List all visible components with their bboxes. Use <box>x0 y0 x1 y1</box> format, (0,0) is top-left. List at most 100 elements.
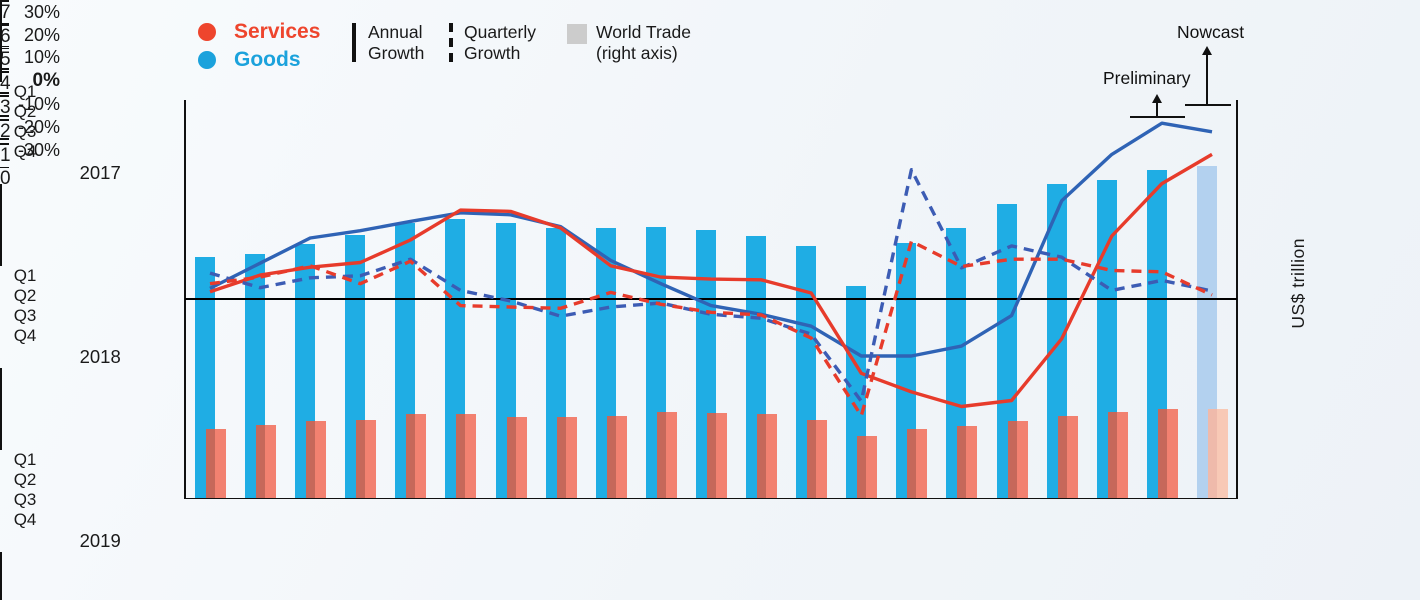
quarter-label: Q4 <box>13 142 37 161</box>
legend-annual-line1: Annual <box>368 22 423 42</box>
right-axis-label: 2 <box>0 120 11 142</box>
left-axis-label: -30% <box>17 139 60 160</box>
right-axis-tick <box>0 118 9 121</box>
right-axis-label: 3 <box>0 96 11 118</box>
left-axis-tick <box>0 114 9 117</box>
bar-overlap <box>907 429 917 498</box>
left-axis-tick <box>0 137 9 140</box>
left-axis-labels: 30% 20% 10% 0% -10% -20% -30% <box>0 0 60 161</box>
bars-layer <box>185 100 1237 498</box>
services-annual-line <box>209 152 1213 409</box>
left-axis-label: -20% <box>17 116 60 137</box>
goods-dot-icon <box>198 50 216 69</box>
baseline <box>184 497 1238 500</box>
services-quarterly-line <box>209 239 1213 418</box>
left-axis-tick <box>0 22 9 25</box>
quarter-label: Q4 <box>13 510 37 529</box>
legend-world-trade-line1: World Trade <box>596 22 691 42</box>
preliminary-label: Preliminary <box>1103 68 1191 88</box>
right-axis-tick <box>0 142 9 145</box>
legend-world-trade-line2: (right axis) <box>596 43 678 63</box>
right-axis-label: 6 <box>0 25 11 47</box>
legend-goods-label: Goods <box>234 48 301 71</box>
bar-overlap <box>957 425 967 498</box>
year-label: 2019 <box>79 530 121 551</box>
bar-overlap <box>556 417 566 498</box>
nowcast-bracket <box>1185 104 1231 106</box>
bar-overlap <box>656 411 666 498</box>
bar-overlap <box>206 428 215 498</box>
bar-overlap <box>306 421 316 498</box>
bar-overlap <box>757 413 767 498</box>
quarter-label: Q3 <box>13 306 37 325</box>
right-axis <box>1236 100 1238 499</box>
year-label: 2017 <box>79 162 121 183</box>
bar-overlap <box>256 425 266 498</box>
quarterly-growth-dashed-icon <box>449 23 453 62</box>
x-axis-divider <box>0 184 2 266</box>
bar-overlap <box>706 412 716 498</box>
lines-layer <box>209 121 1213 418</box>
right-axis-tick <box>0 166 9 169</box>
legend-quarterly-line2: Growth <box>464 43 521 63</box>
bar-overlap <box>1007 421 1017 498</box>
legend-services-label: Services <box>234 20 321 43</box>
x-axis-divider <box>0 0 2 82</box>
world-trade-swatch-icon <box>567 24 587 44</box>
quarter-label: Q1 <box>13 82 37 101</box>
right-axis-title: US$ trillion <box>1288 238 1308 329</box>
legend: Services Goods <box>198 20 320 71</box>
left-axis-label: 10% <box>23 47 60 68</box>
bar-overlap <box>506 417 516 498</box>
bar-overlap <box>1057 416 1067 498</box>
legend-quarterly-line1: Quarterly <box>464 22 536 42</box>
legend-row-goods: Goods <box>198 48 320 71</box>
right-axis-label: 1 <box>0 144 11 166</box>
left-axis-label: 0% <box>32 70 60 92</box>
year-label: 2018 <box>79 346 121 367</box>
quarter-label: Q1 <box>13 450 37 469</box>
right-axis-tick <box>0 47 9 50</box>
right-axis-tick <box>0 71 9 74</box>
bar-overlap <box>1157 409 1167 498</box>
bar-overlap <box>406 414 416 498</box>
quarter-label: Q2 <box>13 470 37 489</box>
bar-overlap <box>857 436 867 498</box>
bar-overlap <box>356 419 366 498</box>
nowcast-label: Nowcast <box>1177 22 1245 42</box>
quarter-label: Q3 <box>13 122 37 141</box>
quarter-label: Q1 <box>13 266 37 285</box>
left-axis-label: 30% <box>23 1 60 22</box>
x-axis-divider <box>0 368 2 450</box>
legend-row-services: Services <box>198 20 320 43</box>
left-axis-label: 20% <box>23 24 60 45</box>
goods-quarterly-line <box>209 167 1213 403</box>
right-axis-tick <box>0 95 9 97</box>
services-dot-icon <box>198 22 216 41</box>
right-axis-tick <box>0 23 9 26</box>
preliminary-arrow-line <box>1156 101 1158 116</box>
quarter-label: Q4 <box>13 326 37 345</box>
quarter-label: Q3 <box>13 490 37 509</box>
goods-annual-line <box>209 121 1213 358</box>
preliminary-arrowhead <box>1152 94 1162 103</box>
left-axis-tick <box>0 45 9 48</box>
preliminary-bracket <box>1130 116 1185 118</box>
legend-world-trade: World Trade (right axis) <box>596 22 691 64</box>
nowcast-arrow-line <box>1206 53 1208 105</box>
bar-overlap <box>1207 409 1217 498</box>
legend-annual-line2: Growth <box>368 43 425 63</box>
zero-line <box>185 297 1237 301</box>
right-axis-tick <box>0 0 9 2</box>
right-axis-label: 7 <box>0 1 11 23</box>
legend-quarterly-growth: Quarterly Growth <box>464 22 536 64</box>
right-axis-label: 4 <box>0 73 11 95</box>
bar-overlap <box>807 420 817 498</box>
right-axis-label: 0 <box>0 168 11 190</box>
left-axis-tick <box>0 68 9 71</box>
plot-area <box>185 100 1237 498</box>
legend-annual-growth: Annual Growth <box>368 22 424 64</box>
left-axis-label: -10% <box>17 93 60 114</box>
